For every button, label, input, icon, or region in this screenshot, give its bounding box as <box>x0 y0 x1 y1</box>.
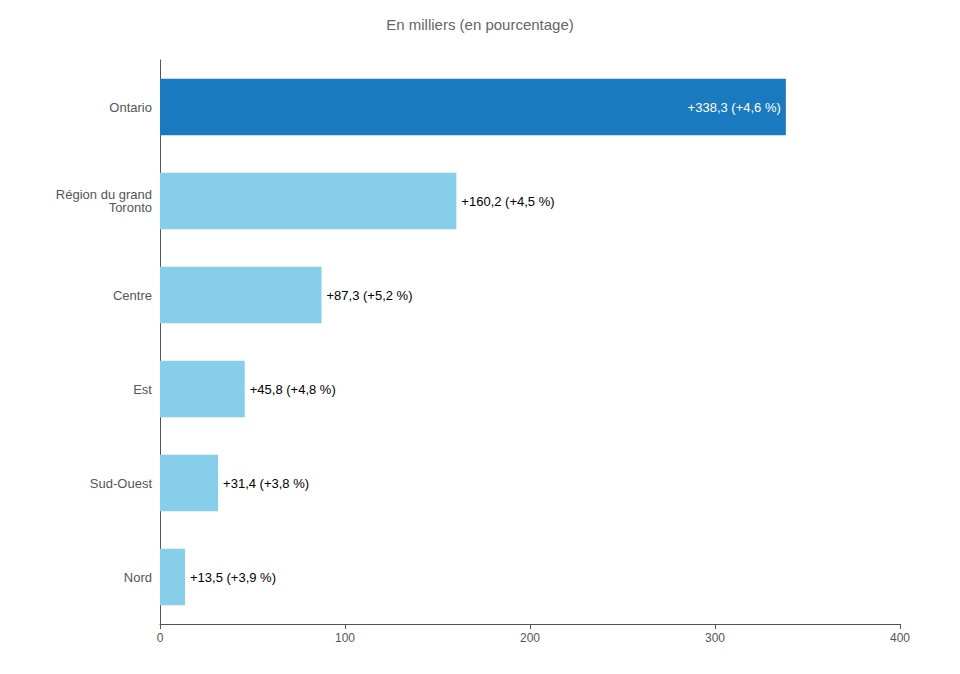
svg-text:En milliers (en pourcentage): En milliers (en pourcentage) <box>386 16 574 33</box>
svg-text:Centre: Centre <box>113 288 152 303</box>
svg-text:100: 100 <box>335 631 355 645</box>
svg-text:Nord: Nord <box>124 570 152 585</box>
svg-text:Sud-Ouest: Sud-Ouest <box>90 476 153 491</box>
svg-text:+31,4 (+3,8 %): +31,4 (+3,8 %) <box>223 476 309 491</box>
svg-text:Toronto: Toronto <box>109 200 152 215</box>
svg-text:0: 0 <box>157 631 164 645</box>
svg-text:+45,8 (+4,8 %): +45,8 (+4,8 %) <box>250 382 336 397</box>
svg-text:+338,3 (+4,6 %): +338,3 (+4,6 %) <box>688 100 781 115</box>
svg-text:+87,3 (+5,2 %): +87,3 (+5,2 %) <box>327 288 413 303</box>
svg-text:+160,2 (+4,5 %): +160,2 (+4,5 %) <box>461 194 554 209</box>
svg-text:200: 200 <box>520 631 540 645</box>
svg-text:300: 300 <box>705 631 725 645</box>
svg-text:+13,5 (+3,9 %): +13,5 (+3,9 %) <box>190 570 276 585</box>
svg-text:400: 400 <box>890 631 910 645</box>
svg-text:Région du grand: Région du grand <box>55 187 152 202</box>
svg-text:Est: Est <box>133 382 152 397</box>
svg-text:Ontario: Ontario <box>109 100 152 115</box>
